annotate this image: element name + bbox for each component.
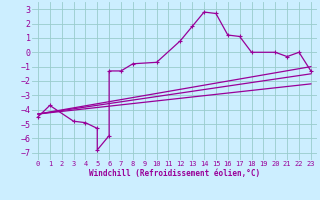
X-axis label: Windchill (Refroidissement éolien,°C): Windchill (Refroidissement éolien,°C) [89, 169, 260, 178]
